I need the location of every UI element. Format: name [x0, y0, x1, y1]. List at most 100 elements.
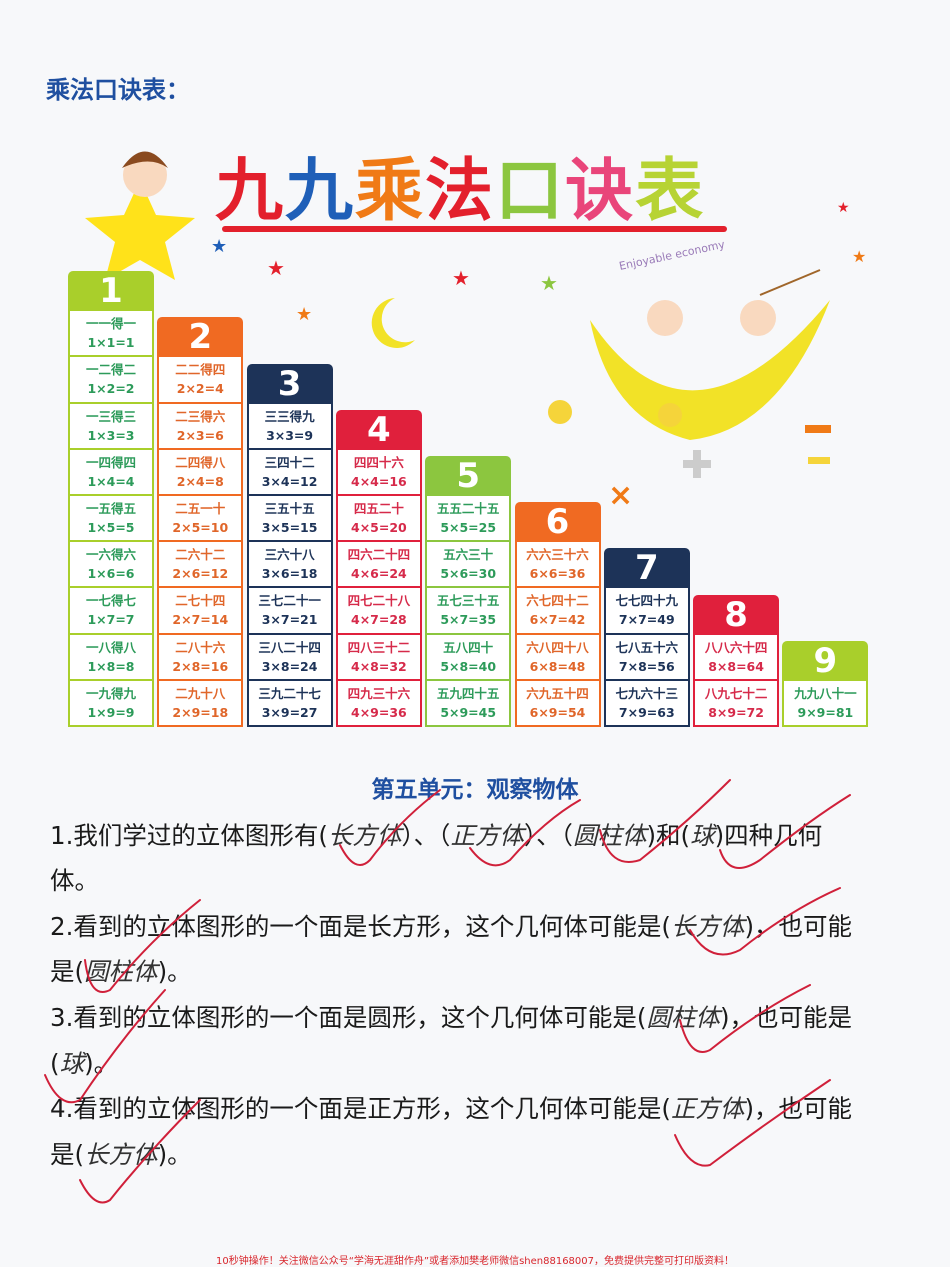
equation-text: 1×3=3	[87, 427, 135, 443]
rhyme-text: 二五一十	[175, 500, 226, 516]
rhyme-text: 二四得八	[175, 454, 226, 470]
rhyme-text: 三三得九	[264, 408, 315, 424]
rhyme-text: 二二得四	[175, 362, 226, 378]
equation-text: 2×9=18	[172, 704, 229, 720]
table-cell: 五九四十五 5×9=45	[425, 680, 512, 727]
equation-text: 5×6=30	[440, 566, 497, 582]
equation-text: 6×9=54	[529, 704, 586, 720]
question-text: 4.看到的立体图形的一个面是正方形，这个几何体可能是(	[50, 1094, 671, 1123]
column-number: 3	[246, 363, 333, 404]
rhyme-text: 四八三十二	[347, 639, 411, 655]
question-line: 3.看到的立体图形的一个面是圆形，这个几何体可能是(圆柱体)，也可能是	[50, 999, 852, 1034]
equation-text: 7×7=49	[618, 612, 675, 628]
rhyme-text: 八九七十二	[704, 685, 768, 701]
table-cell: 五七三十五 5×7=35	[425, 588, 512, 635]
equation-text: 7×9=63	[618, 704, 675, 720]
handwritten-answer: 球	[59, 1049, 85, 1078]
svg-text:★: ★	[452, 266, 470, 290]
equation-text: 1×1=1	[87, 335, 135, 351]
equation-text: 5×5=25	[440, 520, 497, 535]
rhyme-text: 七八五十六	[615, 639, 679, 655]
question-text: )。	[157, 957, 192, 986]
table-cell: 四八三十二 4×8=32	[335, 634, 422, 681]
table-cell: 七七四十九 7×7=49	[603, 588, 690, 635]
rhyme-text: 七九六十三	[615, 685, 679, 701]
rhyme-text: 四四十六	[353, 454, 404, 470]
handwritten-answer: 长方体	[84, 1140, 158, 1169]
table-cell: 三九二十七 3×9=27	[246, 680, 333, 727]
table-cell: 一五得五 1×5=5	[68, 495, 154, 543]
table-cell: 一一得一 1×1=1	[68, 311, 154, 358]
table-cell: 三五十五 3×5=15	[246, 495, 333, 543]
question-line: 4.看到的立体图形的一个面是正方形，这个几何体可能是(正方体)，也可能	[50, 1090, 852, 1125]
table-cell: 一六得六 1×6=6	[68, 542, 154, 589]
question-text: )，也可能	[744, 1094, 852, 1123]
table-cell: 二五一十 2×5=10	[157, 495, 244, 543]
equation-text: 3×8=24	[261, 658, 318, 674]
svg-text:Enjoyable economy: Enjoyable economy	[618, 238, 727, 273]
rhyme-text: 二九十八	[175, 685, 226, 701]
svg-text:★: ★	[296, 304, 312, 325]
table-column: 4 四四十六 4×4=16 四五二十 4×5=20 四六二十四 4×6=24 四七二十八 4×7…	[335, 409, 422, 727]
rhyme-text: 五七三十五	[436, 593, 500, 609]
question-text: 3.看到的立体图形的一个面是圆形，这个几何体可能是(	[50, 1003, 647, 1032]
equation-text: 4×9=36	[351, 704, 407, 720]
equation-text: 6×6=36	[529, 566, 586, 582]
column-number: 9	[782, 640, 869, 681]
column-number: 2	[157, 317, 244, 358]
table-cell: 六八四十八 6×8=48	[514, 634, 601, 681]
table-column: 7 七七四十九 7×7=49 七八五十六 7×8=56 七九六十三 7×9=63	[603, 548, 690, 727]
column-number: 4	[335, 409, 422, 450]
table-cell: 九九八十一 9×9=81	[782, 680, 869, 727]
svg-text:★: ★	[540, 271, 558, 295]
rhyme-text: 二六十二	[175, 547, 226, 563]
table-cell: 三七二十一 3×7=21	[246, 588, 333, 635]
rhyme-text: 三九二十七	[258, 685, 321, 701]
rhyme-text: 一二得二	[85, 362, 136, 378]
equation-text: 4×8=32	[351, 658, 407, 674]
equation-text: 2×6=12	[172, 566, 229, 582]
table-cell: 八八六十四 8×8=64	[693, 634, 780, 681]
table-cell: 四五二十 4×5=20	[335, 495, 422, 543]
table-cell: 二九十八 2×9=18	[157, 680, 244, 727]
title-underline	[222, 226, 727, 232]
handwritten-answer: 圆柱体	[646, 1003, 720, 1032]
title-char: 诀	[565, 152, 636, 231]
handwritten-answer: 长方体	[670, 912, 745, 941]
rhyme-text: 三六十八	[264, 547, 315, 563]
chart-title: 九九乘法口诀表	[215, 135, 705, 234]
rhyme-text: 一五得五	[85, 500, 136, 516]
handwritten-answer: 球	[690, 821, 715, 850]
question-text: )。	[84, 1049, 119, 1078]
question-line: 是(长方体)。	[50, 1136, 192, 1171]
rhyme-text: 六八四十八	[526, 639, 589, 655]
table-cell: 八九七十二 8×9=72	[693, 680, 780, 727]
rhyme-text: 四七二十八	[347, 593, 411, 609]
table-cell: 二三得六 2×3=6	[157, 403, 244, 450]
equation-text: 7×8=56	[618, 658, 675, 674]
question-line: 体。	[50, 862, 99, 897]
rhyme-text: 一三得三	[85, 408, 136, 424]
title-char: 表	[635, 152, 706, 231]
equation-text: 1×5=5	[87, 519, 135, 535]
rhyme-text: 五八四十	[443, 639, 494, 655]
table-cell: 一二得二 1×2=2	[68, 357, 154, 404]
svg-text:×: ×	[608, 478, 633, 513]
svg-text:★: ★	[267, 256, 285, 280]
equation-text: 5×7=35	[440, 612, 497, 628]
equation-text: 3×9=27	[261, 704, 318, 720]
equation-text: 2×8=16	[172, 658, 229, 674]
rhyme-text: 四五二十	[353, 500, 404, 516]
column-number: 8	[693, 594, 780, 635]
handwritten-answer: 长方体	[327, 821, 402, 850]
equation-text: 2×4=8	[176, 473, 224, 489]
title-char: 口	[495, 152, 566, 231]
handwritten-answer: 正方体	[450, 821, 524, 850]
question-text: 是(	[50, 957, 85, 986]
equation-text: 1×8=8	[87, 658, 135, 674]
table-cell: 一四得四 1×4=4	[68, 449, 154, 496]
rhyme-text: 三八二十四	[258, 639, 321, 655]
question-line: 1.我们学过的立体图形有(长方体）、（正方体）、（圆柱体)和(球)四种几何	[50, 817, 822, 852]
table-cell: 五六三十 5×6=30	[425, 542, 512, 589]
equation-text: 3×6=18	[261, 566, 318, 582]
